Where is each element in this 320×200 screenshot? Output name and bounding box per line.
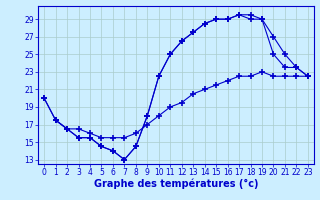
X-axis label: Graphe des températures (°c): Graphe des températures (°c) [94,179,258,189]
